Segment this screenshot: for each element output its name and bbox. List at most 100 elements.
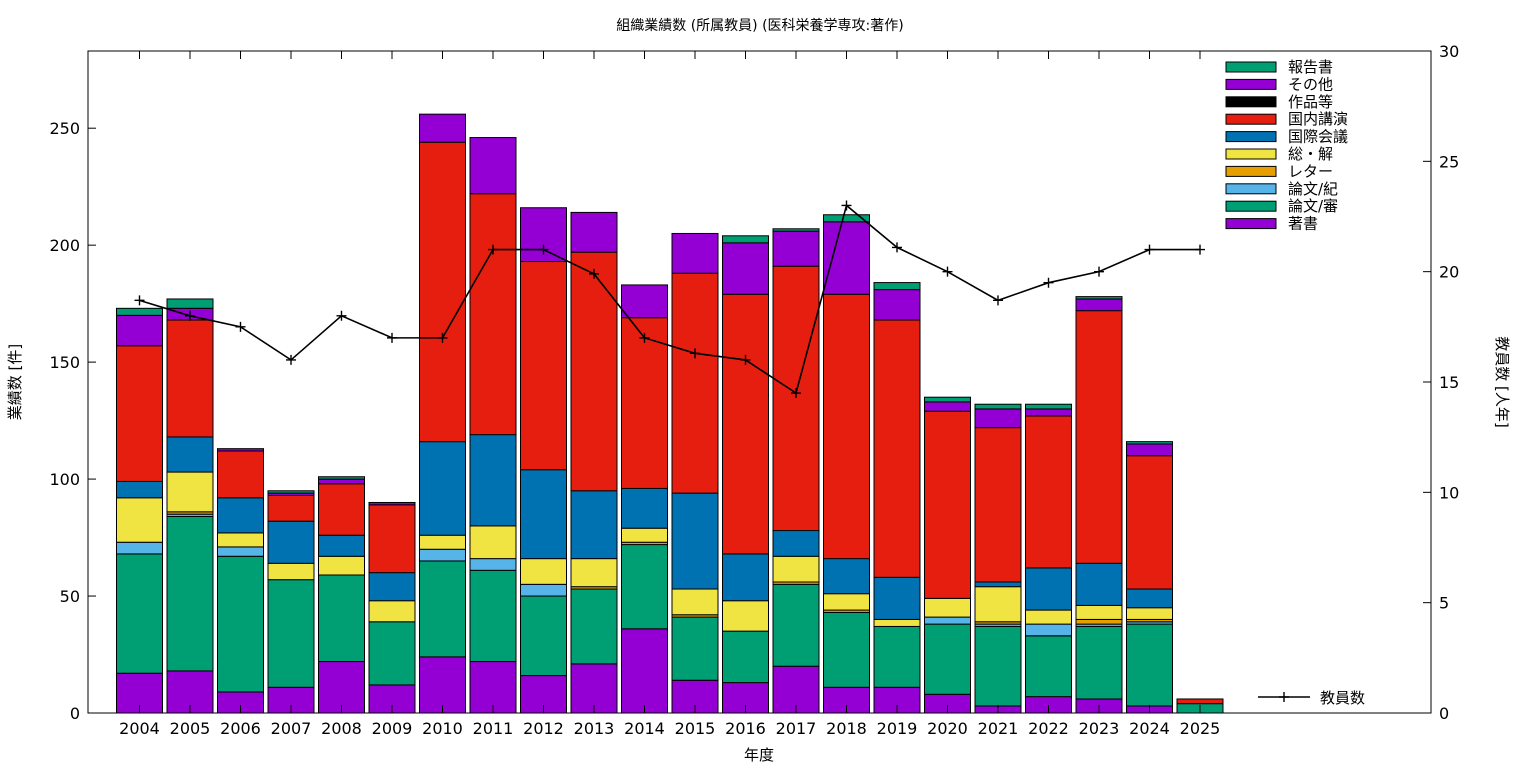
- bar-segment: [570, 211, 618, 253]
- bar-segment: [166, 471, 214, 513]
- bar-segment: [621, 317, 668, 489]
- bar-segment: [267, 494, 315, 522]
- y2-tick-label: 15: [1439, 373, 1459, 392]
- bar-segment: [924, 410, 971, 599]
- bar-segment: [1025, 408, 1072, 417]
- bar-segment: [974, 625, 1022, 707]
- bar-segment: [1075, 298, 1123, 312]
- bar-segment: [469, 193, 517, 436]
- bar-segment: [873, 289, 921, 321]
- line-point: [437, 332, 448, 343]
- bar-segment: [722, 630, 769, 684]
- bar-segment: [621, 544, 668, 630]
- bar-segment: [772, 265, 820, 532]
- y-axis-label: 業績数 [件]: [6, 344, 24, 420]
- bar-segment: [217, 448, 264, 452]
- line-point: [286, 354, 296, 365]
- bar-segment: [823, 593, 870, 611]
- bar-segment: [1075, 310, 1123, 564]
- bar-segment: [722, 600, 769, 632]
- bar-segment: [873, 576, 921, 620]
- bar-segment: [116, 553, 163, 674]
- bar-segment: [116, 345, 163, 482]
- bar-segment: [267, 562, 315, 581]
- line-point: [639, 332, 650, 343]
- bar-segment: [924, 396, 971, 403]
- bar-segment: [318, 555, 365, 576]
- bar-segment: [469, 569, 517, 663]
- bar-segment: [974, 586, 1022, 623]
- line-point: [1043, 277, 1054, 288]
- bar-segment: [166, 516, 214, 672]
- bar-segment: [469, 661, 517, 714]
- bar-segment: [1075, 625, 1123, 700]
- bar-segment: [1126, 441, 1173, 445]
- bar-segment: [318, 574, 365, 663]
- x-axis-label: 年度: [744, 746, 774, 764]
- bar-segment: [873, 618, 921, 627]
- x-tick-label: 2008: [321, 719, 362, 738]
- bar-segment: [267, 490, 315, 494]
- legend-label: 国際会議: [1288, 128, 1348, 146]
- bar-segment: [469, 434, 517, 527]
- y2-tick-label: 0: [1439, 704, 1449, 723]
- bar-segment: [1075, 562, 1123, 606]
- legend-swatch: [1225, 218, 1277, 230]
- line-point: [235, 321, 246, 332]
- bar-segment: [772, 583, 820, 667]
- line-point: [538, 244, 549, 255]
- chart-title: 組織業績数 (所属教員) (医科栄養学専攻:著作): [616, 17, 903, 34]
- legend-swatch: [1225, 96, 1277, 108]
- bar-segment: [217, 546, 264, 557]
- x-tick-label: 2020: [927, 719, 968, 738]
- bar-segment: [469, 137, 517, 195]
- bar-segment: [772, 228, 820, 232]
- bar-segment: [1126, 455, 1173, 590]
- bar-segment: [671, 616, 719, 681]
- y-tick-label: 200: [49, 236, 80, 255]
- bar-segment: [368, 621, 416, 686]
- line-point: [589, 268, 599, 279]
- x-tick-label: 2021: [978, 719, 1019, 738]
- bar-segment: [671, 588, 719, 616]
- bar-segment: [570, 490, 618, 560]
- x-tick-label: 2017: [776, 719, 817, 738]
- bar-segment: [1075, 296, 1123, 300]
- bar-segment: [419, 441, 466, 536]
- bar-segment: [1075, 618, 1123, 625]
- bar-segment: [974, 427, 1022, 583]
- bar-segment: [419, 113, 466, 143]
- bar-segment: [1126, 443, 1173, 457]
- x-tick-label: 2024: [1129, 719, 1170, 738]
- bar-segment: [267, 520, 315, 564]
- x-tick-label: 2014: [624, 719, 665, 738]
- bar-segment: [318, 483, 365, 536]
- bar-segment: [1025, 609, 1072, 625]
- line-point: [690, 348, 700, 359]
- y2-tick-label: 10: [1439, 483, 1459, 502]
- bar-segment: [772, 555, 820, 583]
- bar-segment: [419, 141, 466, 443]
- bar-segment: [1126, 623, 1173, 707]
- bar-segment: [217, 497, 264, 534]
- legend-swatch: [1225, 148, 1277, 160]
- bar-segment: [974, 403, 1022, 410]
- legend-swatch: [1225, 61, 1277, 73]
- bar-segment: [116, 314, 163, 347]
- x-tick-label: 2010: [422, 719, 463, 738]
- x-tick-label: 2007: [271, 719, 312, 738]
- bar-segment: [772, 530, 820, 557]
- line-point: [942, 266, 953, 277]
- legend-label: 論文/審: [1288, 197, 1338, 215]
- bar-segment: [823, 558, 870, 595]
- legend-label: 作品等: [1288, 93, 1333, 111]
- bar-segment: [722, 553, 769, 602]
- bar-segment: [419, 534, 466, 550]
- x-tick-label: 2006: [220, 719, 261, 738]
- bar-segment: [318, 478, 365, 485]
- line-point: [1144, 244, 1155, 255]
- bar-segment: [873, 282, 921, 291]
- y2-tick-label: 20: [1439, 263, 1459, 282]
